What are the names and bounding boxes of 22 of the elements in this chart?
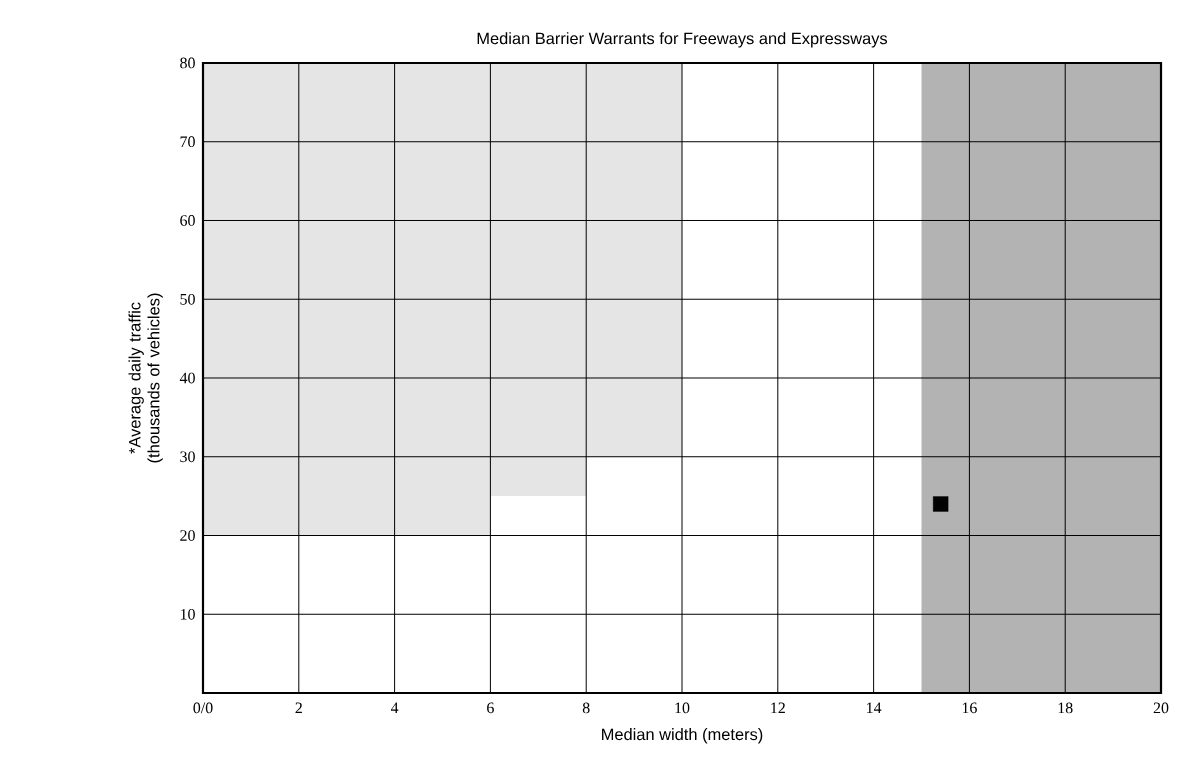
y-tick-label: 70	[180, 136, 195, 148]
y-tick-label: 60	[180, 215, 195, 226]
x-tick-label: 18	[1058, 702, 1073, 714]
x-tick-label: 12	[771, 702, 785, 714]
x-tick-label: 4	[390, 702, 399, 713]
y-tick-label: 10	[180, 608, 195, 620]
chart-title: Median Barrier Warrants for Freeways and Expressways	[477, 32, 888, 48]
y-tick-label: 30	[180, 451, 195, 463]
x-tick-label: 8	[582, 702, 590, 714]
x-tick-label: 2	[295, 702, 302, 714]
y-axis-title: *Average daily traffic (thousands of vehicles)	[128, 293, 163, 463]
x-tick-label: 14	[867, 702, 882, 714]
x-tick-label: 10	[675, 702, 690, 714]
x-axis-title: Median width (meters)	[602, 728, 763, 744]
x-tick-label: 20	[1153, 702, 1169, 714]
x-tick-label: 16	[962, 702, 977, 714]
x-tick-label: 6	[487, 702, 494, 714]
y-tick-label: 50	[180, 293, 195, 305]
y-tick-label: 40	[179, 372, 195, 384]
y-tick-label: 20	[180, 530, 195, 541]
x-tick-label: 0/0	[193, 702, 213, 714]
y-tick-label: 80	[180, 57, 195, 69]
